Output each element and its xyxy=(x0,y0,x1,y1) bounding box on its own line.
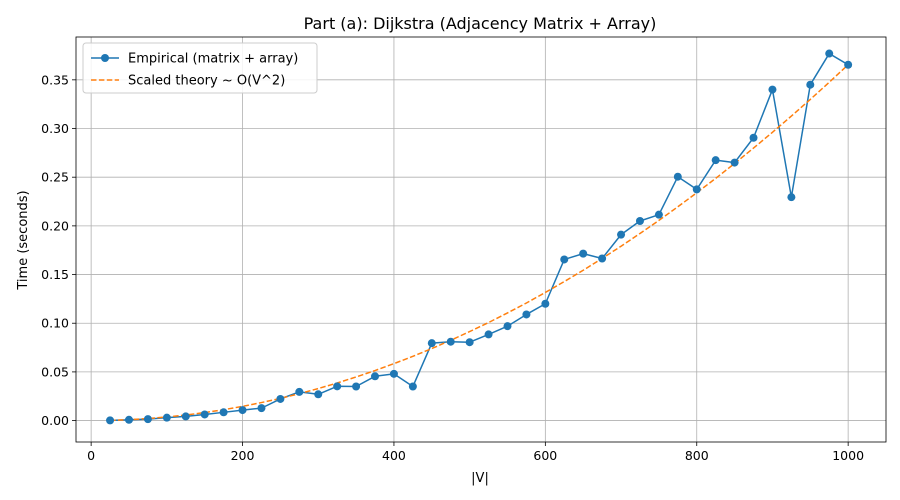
data-point xyxy=(371,372,380,381)
data-point xyxy=(333,382,342,391)
data-point xyxy=(446,337,455,346)
y-tick-label: 0.30 xyxy=(41,121,69,136)
data-point xyxy=(654,210,663,219)
data-point xyxy=(295,387,304,396)
data-point xyxy=(617,230,626,239)
data-point xyxy=(408,382,417,391)
data-point xyxy=(276,394,285,403)
data-point xyxy=(598,254,607,263)
legend: Empirical (matrix + array) Scaled theory … xyxy=(82,42,318,94)
data-point xyxy=(106,416,115,425)
data-point xyxy=(238,406,247,415)
x-tick-label: 0 xyxy=(87,448,95,463)
data-point xyxy=(730,158,739,167)
x-tick-label: 600 xyxy=(533,448,557,463)
y-tick-label: 0.15 xyxy=(41,267,69,282)
grid xyxy=(76,37,886,442)
data-point xyxy=(219,408,228,417)
data-point xyxy=(181,412,190,421)
y-tick-label: 0.00 xyxy=(41,413,69,428)
legend-label-1: Scaled theory ~ O(V^2) xyxy=(128,74,285,89)
data-point xyxy=(389,369,398,378)
x-tick-label: 1000 xyxy=(832,448,864,463)
data-point xyxy=(692,185,701,194)
legend-box xyxy=(82,42,318,94)
chart-title: Part (a): Dijkstra (Adjacency Matrix + A… xyxy=(304,14,657,33)
x-axis-label: |V| xyxy=(471,471,489,486)
x-tick-label: 800 xyxy=(685,448,709,463)
data-point xyxy=(314,390,323,399)
data-point xyxy=(484,330,493,339)
data-point xyxy=(352,382,361,391)
data-point xyxy=(806,80,815,89)
plot-frame xyxy=(75,36,887,443)
data-point xyxy=(560,255,569,264)
data-point xyxy=(257,404,266,413)
y-tick-label: 0.10 xyxy=(41,316,69,331)
data-point xyxy=(673,172,682,181)
legend-label-0: Empirical (matrix + array) xyxy=(128,52,298,67)
data-point xyxy=(541,299,550,308)
x-tick-label: 400 xyxy=(382,448,406,463)
data-point xyxy=(522,310,531,319)
y-tick-label: 0.05 xyxy=(41,364,69,379)
y-axis-label: Time (seconds) xyxy=(16,190,31,290)
data-point xyxy=(635,217,644,226)
data-point xyxy=(825,49,834,58)
data-point xyxy=(749,133,758,142)
data-point xyxy=(427,339,436,348)
data-point xyxy=(124,415,133,424)
legend-marker xyxy=(101,54,109,62)
data-point xyxy=(787,193,796,202)
y-tick-label: 0.35 xyxy=(41,72,69,87)
series-line-1 xyxy=(110,64,849,422)
data-point xyxy=(465,338,474,347)
data-point xyxy=(200,410,209,419)
data-point xyxy=(768,85,777,94)
axes xyxy=(75,36,887,443)
data-point xyxy=(162,413,171,422)
ticks: 0 200 400 600 800 1000 0.00 0.05 0.10 0.15 0.20 0.2… xyxy=(41,72,864,463)
x-tick-label: 200 xyxy=(231,448,255,463)
data-point xyxy=(844,60,853,69)
data-point xyxy=(579,249,588,258)
series-line-0 xyxy=(110,52,849,422)
data-point xyxy=(503,322,512,331)
y-tick-label: 0.25 xyxy=(41,170,69,185)
y-tick-label: 0.20 xyxy=(41,218,69,233)
data-point xyxy=(143,415,152,424)
series-layer xyxy=(106,49,853,425)
data-point xyxy=(711,156,720,165)
